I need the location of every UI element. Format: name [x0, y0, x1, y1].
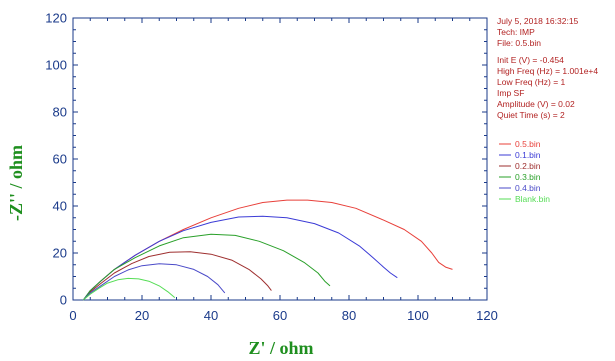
info-param-imp-sf: Imp SF [497, 88, 524, 98]
y-tick-label: 0 [60, 293, 67, 308]
info-file: File: 0.5.bin [497, 38, 541, 48]
info-param-quiet-time: Quiet Time (s) = 2 [497, 110, 565, 120]
info-tech: Tech: IMP [497, 27, 535, 37]
legend-label: Blank.bin [515, 194, 550, 204]
series-line-0-3-bin [82, 233, 331, 301]
series-line-0-5-bin [82, 199, 453, 301]
x-tick-label: 20 [135, 308, 149, 323]
x-tick-label: 120 [476, 308, 498, 323]
series-line-blank-bin [82, 277, 176, 301]
series-lines [82, 199, 453, 301]
info-param-high-freq: High Freq (Hz) = 1.001e+4 [497, 66, 598, 76]
series-line-0-1-bin [82, 215, 398, 301]
legend-label: 0.5.bin [515, 139, 541, 149]
y-tick-label: 80 [53, 105, 67, 120]
series-line-0-4-bin [82, 263, 226, 301]
y-axis-title: -Z'' / ohm [6, 145, 26, 221]
x-axis-title: Z' / ohm [248, 338, 313, 358]
info-panel: July 5, 2018 16:32:15 Tech: IMP File: 0.… [497, 16, 598, 120]
legend-label: 0.2.bin [515, 161, 541, 171]
legend-label: 0.4.bin [515, 183, 541, 193]
info-param-low-freq: Low Freq (Hz) = 1 [497, 77, 566, 87]
y-tick-label: 100 [45, 58, 67, 73]
axes: 0 20 40 60 80 100 120 0 20 40 60 80 100 120 [45, 11, 498, 324]
legend-label: 0.1.bin [515, 150, 541, 160]
series-line-0-2-bin [82, 251, 272, 301]
info-param-amplitude: Amplitude (V) = 0.02 [497, 99, 575, 109]
x-tick-label: 40 [204, 308, 218, 323]
y-tick-label: 20 [53, 246, 67, 261]
legend: 0.5.bin0.1.bin0.2.bin0.3.bin0.4.binBlank… [499, 139, 550, 204]
x-tick-label: 100 [407, 308, 429, 323]
y-tick-label: 60 [53, 152, 67, 167]
legend-label: 0.3.bin [515, 172, 541, 182]
x-tick-label: 0 [69, 308, 76, 323]
x-tick-label: 80 [342, 308, 356, 323]
y-tick-label: 120 [45, 11, 67, 26]
info-param-init-e: Init E (V) = -0.454 [497, 55, 564, 65]
y-tick-label: 40 [53, 199, 67, 214]
x-tick-label: 60 [273, 308, 287, 323]
info-date-time: July 5, 2018 16:32:15 [497, 16, 579, 26]
